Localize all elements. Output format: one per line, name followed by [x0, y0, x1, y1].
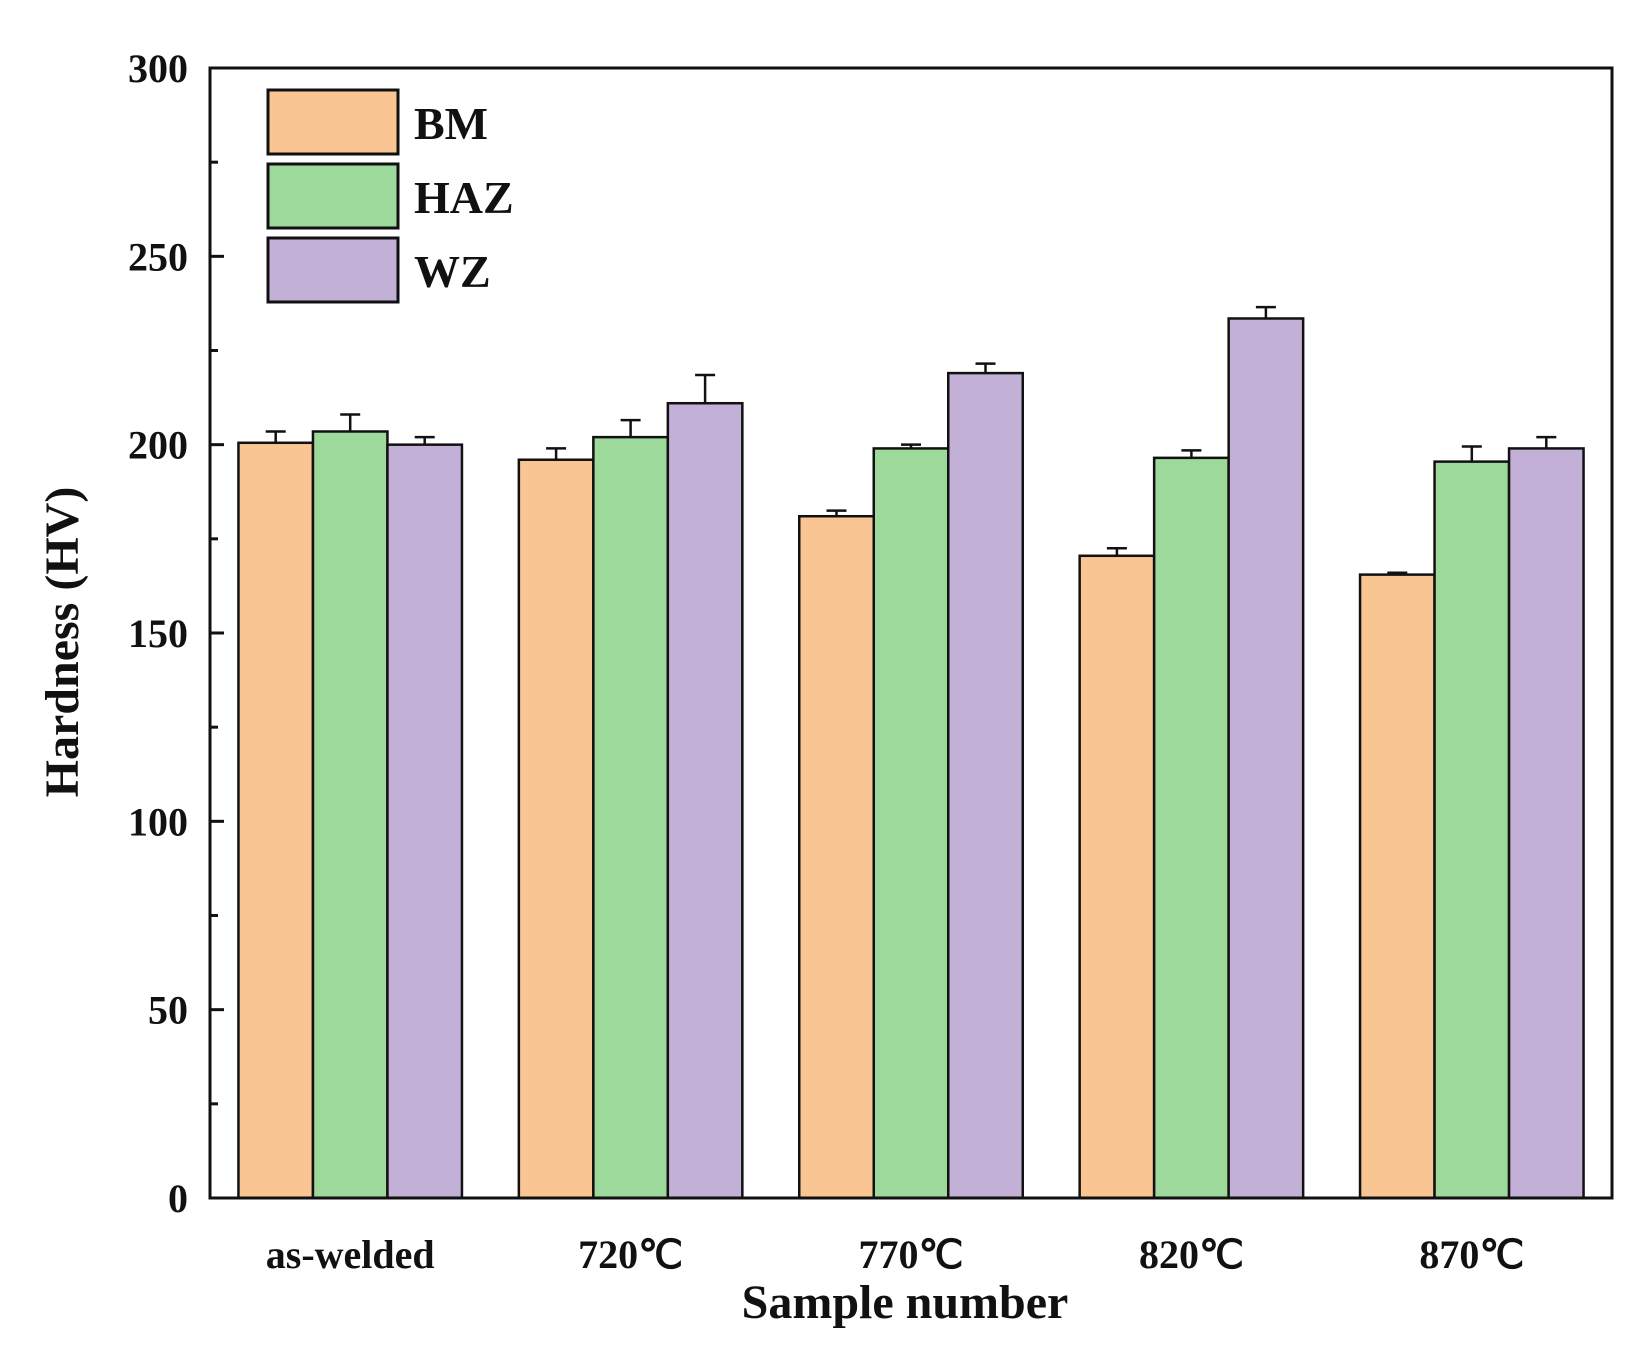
y-tick-label: 100 — [128, 799, 188, 844]
bar-wz-2 — [947, 371, 1024, 1200]
x-tick-label: 720℃ — [578, 1232, 683, 1277]
x-tick-label: as-welded — [266, 1232, 435, 1277]
bar-wz-4 — [1507, 447, 1585, 1200]
x-axis-title: Sample number — [742, 1276, 1069, 1329]
bar-haz-1 — [592, 435, 670, 1200]
legend-label-wz: WZ — [414, 246, 491, 297]
bar-bm-0 — [237, 441, 315, 1200]
bar-bm-3 — [1078, 554, 1156, 1200]
y-tick-label: 150 — [128, 611, 188, 656]
y-tick-label: 50 — [148, 988, 188, 1033]
y-tick-label: 250 — [128, 234, 188, 279]
bar-haz-2 — [872, 447, 950, 1200]
bar-bm-4 — [1358, 573, 1436, 1200]
legend-swatch-wz — [266, 236, 400, 304]
y-tick-label: 300 — [128, 46, 188, 91]
bar-wz-0 — [386, 443, 464, 1200]
legend: BM HAZ WZ — [266, 88, 514, 304]
bar-bm-2 — [798, 514, 875, 1200]
y-axis-title: Hardness (HV) — [36, 487, 89, 798]
legend-swatch-haz — [266, 162, 400, 230]
bar-haz-0 — [311, 430, 389, 1200]
bar-wz-1 — [666, 401, 744, 1200]
bar-wz-3 — [1227, 317, 1305, 1200]
bars-layer — [237, 317, 1585, 1200]
axis-layer: as-welded 720℃ 770℃ 820℃ 870℃ 0 50 100 150 200 250… — [128, 46, 1614, 1277]
error-bars-layer — [265, 305, 1557, 575]
x-tick-label: 820℃ — [1139, 1232, 1244, 1277]
bar-bm-1 — [517, 458, 595, 1200]
legend-label-bm: BM — [414, 98, 488, 149]
x-tick-label: 870℃ — [1419, 1232, 1524, 1277]
bar-haz-4 — [1433, 460, 1511, 1200]
y-tick-label: 200 — [128, 423, 188, 468]
x-tick-label: 770℃ — [859, 1232, 964, 1277]
y-tick-label: 0 — [168, 1176, 188, 1221]
bar-haz-3 — [1152, 456, 1230, 1200]
legend-swatch-bm — [266, 88, 400, 156]
legend-label-haz: HAZ — [414, 172, 514, 223]
